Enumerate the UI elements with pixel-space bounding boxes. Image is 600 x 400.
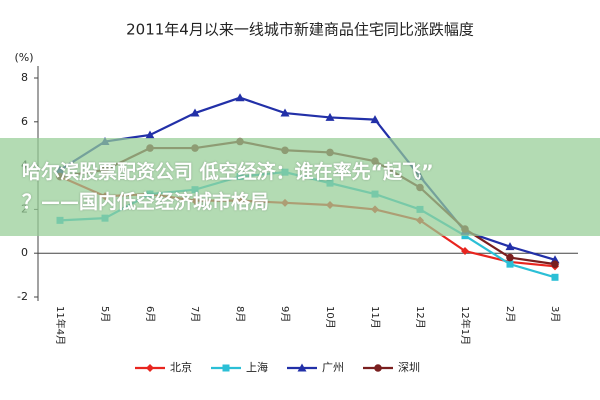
x-tick-label: 7月: [189, 306, 201, 322]
y-tick-label: -2: [17, 290, 28, 303]
marker: [506, 260, 514, 268]
marker: [235, 93, 245, 102]
x-tick-label: 12年1月: [459, 306, 472, 345]
banner-line: ？——国内低空经济城市格局: [22, 191, 270, 213]
y-tick-label: 8: [21, 71, 28, 84]
y-tick-label: 6: [21, 115, 28, 128]
marker: [280, 108, 290, 117]
banner-line: 哈尔滨股票配资公司 低空经济：谁在率先“起飞”: [22, 161, 434, 183]
marker: [505, 242, 515, 251]
marker: [325, 112, 335, 121]
marker: [551, 260, 559, 268]
x-tick-label: 3月: [549, 306, 561, 322]
legend-label: 北京: [170, 360, 192, 374]
x-tick-label: 2月: [504, 306, 516, 322]
x-tick-label: 11月: [369, 306, 381, 329]
marker: [190, 108, 200, 117]
x-tick-label: 8月: [234, 306, 246, 322]
x-tick-label: 11年4月: [54, 306, 67, 345]
x-tick-label: 5月: [99, 306, 111, 322]
marker: [146, 364, 154, 372]
x-tick-label: 9月: [279, 306, 291, 322]
marker: [374, 364, 382, 372]
marker: [506, 253, 514, 262]
y-tick-label: 0: [21, 246, 28, 259]
x-tick-label: 12月: [414, 306, 426, 329]
y-axis-label: (%): [14, 51, 33, 64]
marker: [370, 115, 380, 124]
legend-label: 上海: [246, 360, 268, 374]
banner: 哈尔滨股票配资公司 低空经济：谁在率先“起飞” ？——国内低空经济城市格局: [0, 138, 600, 236]
x-tick-label: 6月: [144, 306, 156, 322]
legend-label: 广州: [322, 361, 344, 374]
chart-title: 2011年4月以来一线城市新建商品住宅同比涨跌幅度: [126, 21, 474, 39]
marker: [297, 363, 307, 372]
marker: [461, 247, 469, 256]
legend-label: 深圳: [398, 361, 420, 374]
marker: [551, 273, 559, 281]
marker: [145, 130, 155, 139]
x-tick-label: 10月: [324, 306, 336, 329]
marker: [222, 364, 230, 372]
